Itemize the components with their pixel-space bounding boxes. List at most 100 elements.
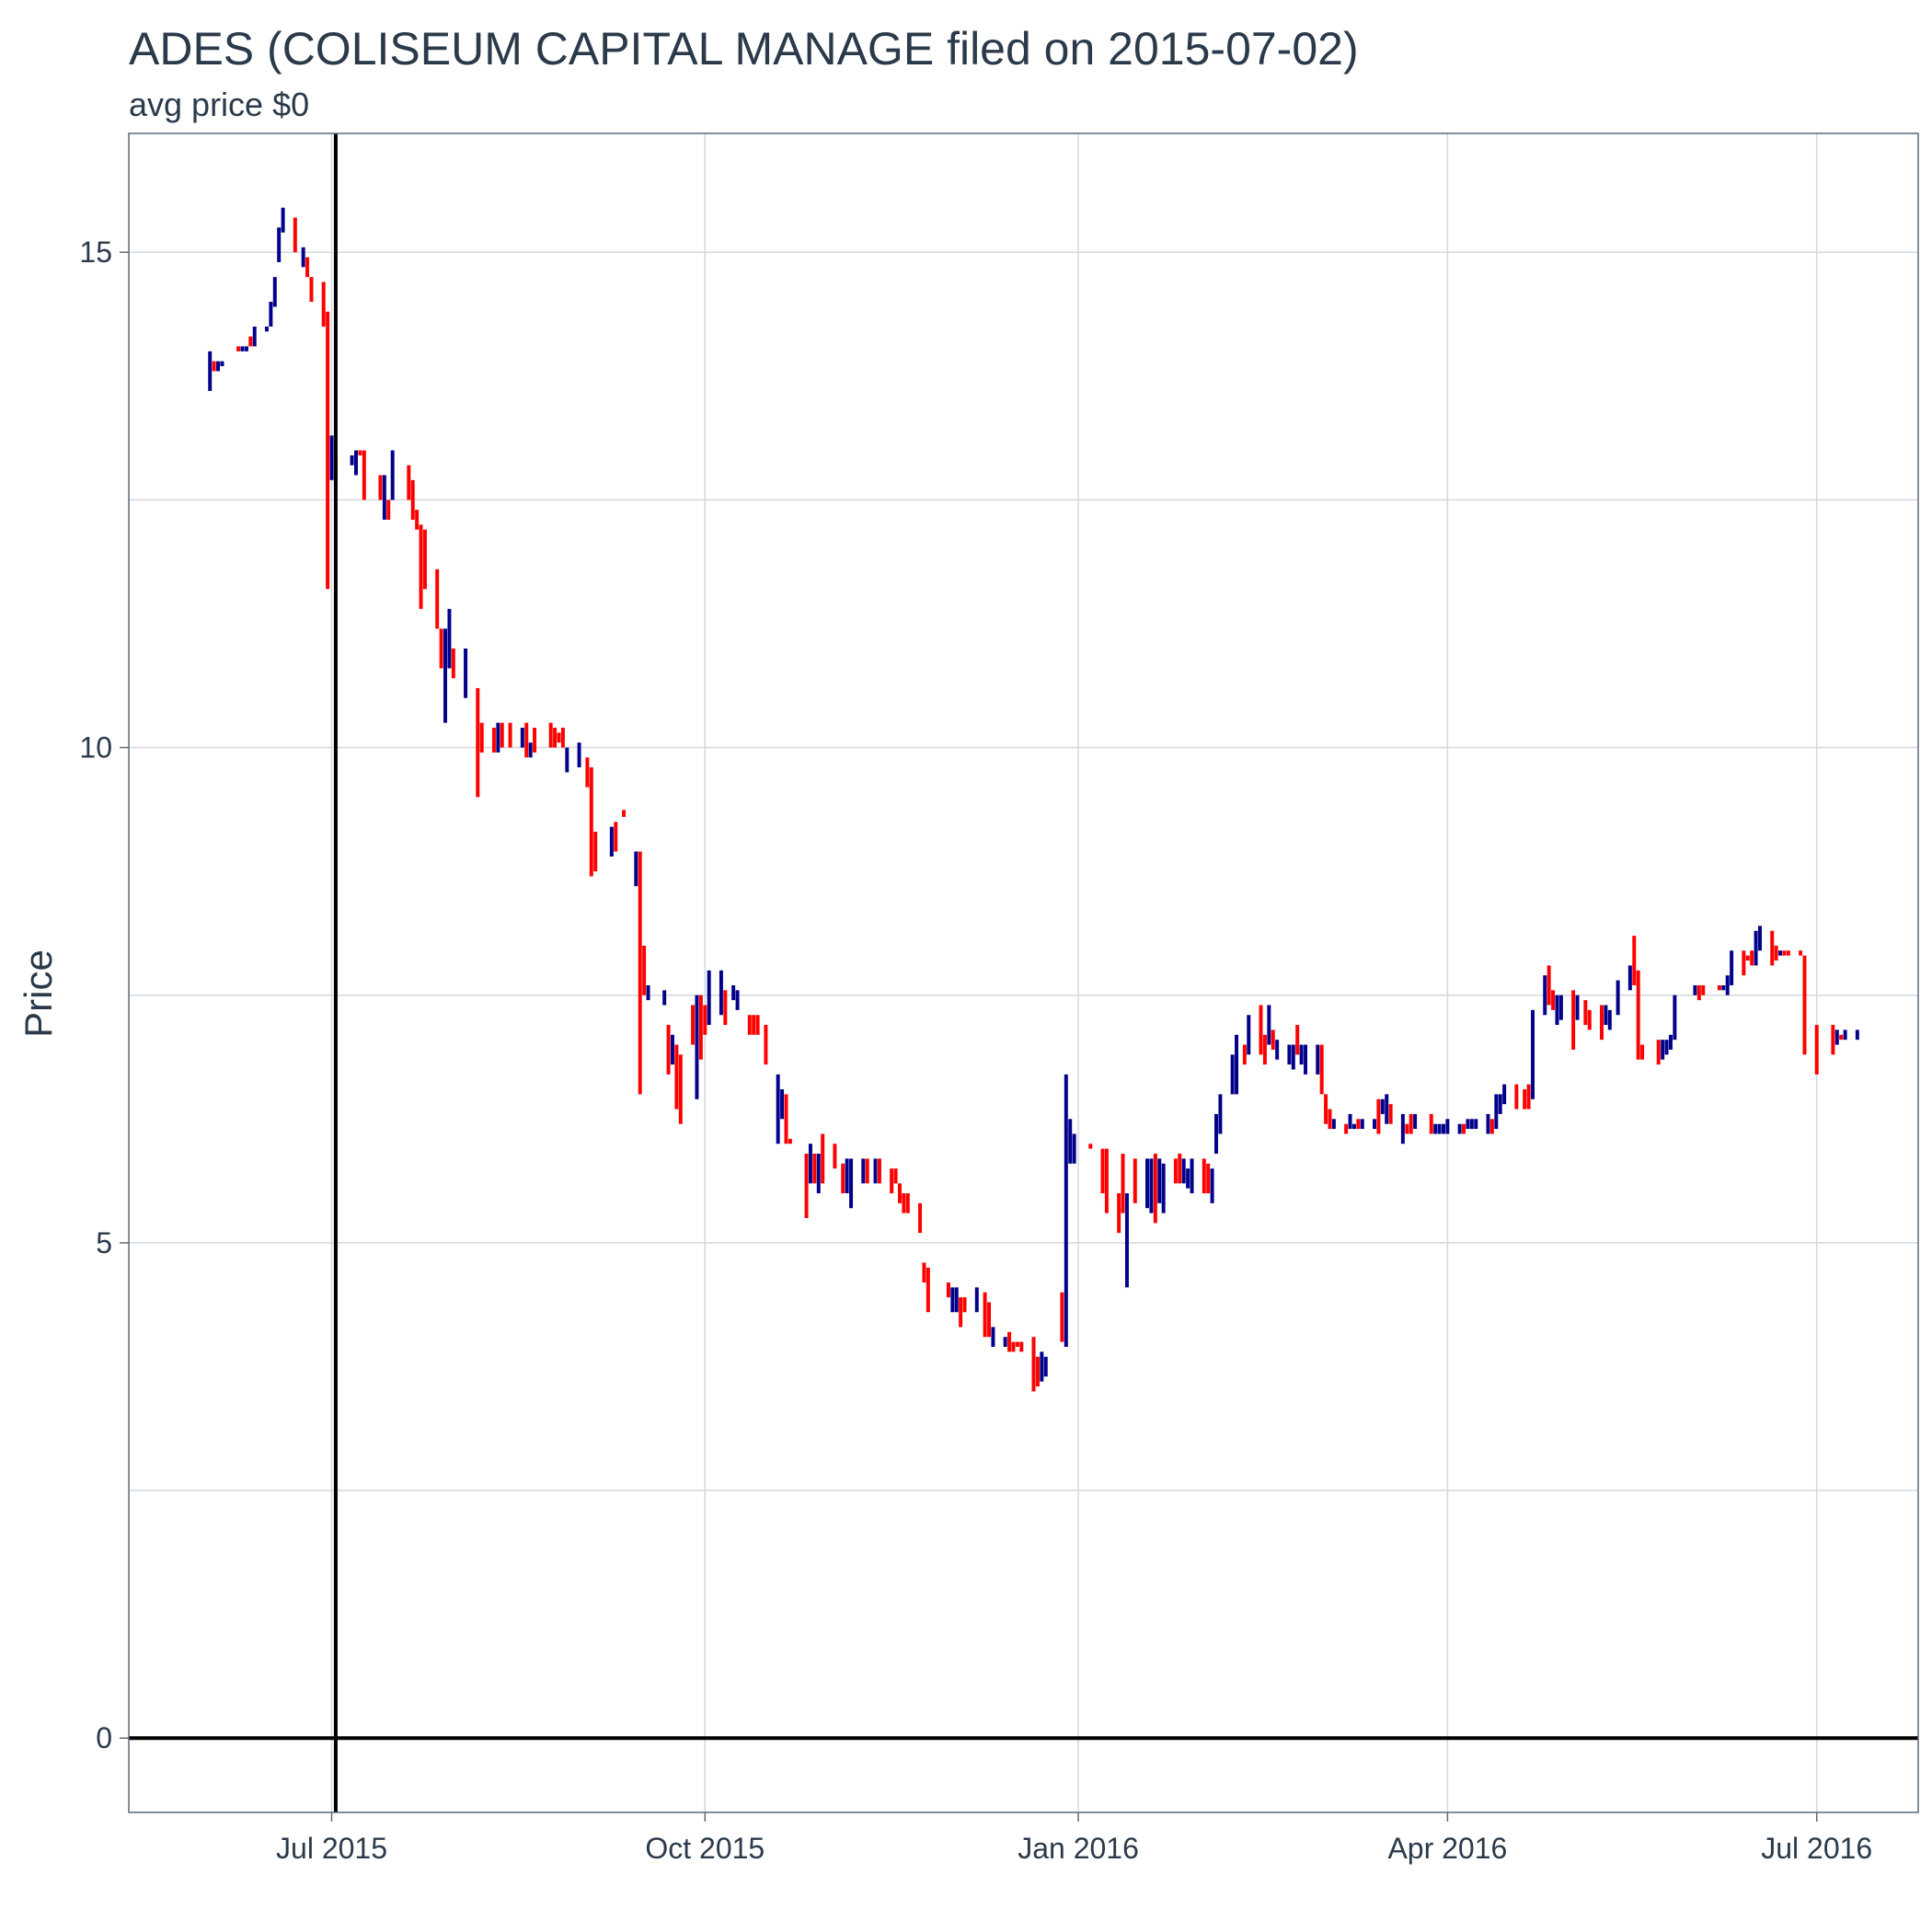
price-bar-down (500, 722, 504, 748)
x-tick-label: Jan 2016 (1018, 1832, 1139, 1865)
price-bar-down (435, 569, 440, 629)
price-bar-up (1543, 975, 1547, 1016)
price-bar-up (1855, 1029, 1859, 1041)
price-bar-up (244, 346, 248, 351)
price-bar-up (1072, 1133, 1076, 1164)
price-bar-down (358, 450, 362, 455)
price-bar-down (1100, 1148, 1105, 1194)
price-bar-up (1498, 1094, 1502, 1114)
price-bar-up (220, 361, 224, 367)
price-bar-down (1104, 1148, 1109, 1213)
price-bar-down (1462, 1123, 1466, 1134)
price-bar-down (1262, 1034, 1267, 1065)
price-bar-down (1701, 984, 1706, 995)
price-bar-down (821, 1133, 825, 1184)
y-tick-label: 5 (96, 1226, 112, 1259)
price-bar-down (1153, 1154, 1157, 1224)
price-bar-up (1616, 980, 1620, 1016)
price-bar-down (1011, 1341, 1016, 1352)
price-bar-down (378, 475, 383, 500)
price-bar-down (666, 1025, 671, 1075)
price-bar-up (281, 207, 285, 233)
price-bar-down (1640, 1044, 1645, 1060)
price-bar-up (565, 747, 569, 773)
y-tick-label: 0 (96, 1721, 112, 1754)
price-bar-down (553, 728, 558, 748)
price-bar-up (719, 970, 723, 1016)
y-axis-ticks: 0 5 10 15 (79, 236, 129, 1754)
price-bar-up (1373, 1119, 1376, 1130)
price-bar-down (918, 1202, 923, 1234)
price-bar-down (326, 311, 330, 590)
price-bar-down (987, 1302, 991, 1338)
price-bar-up (329, 435, 334, 480)
price-bar-down (1802, 955, 1807, 1055)
price-bar-up (520, 728, 524, 748)
price-bar-down (212, 361, 216, 372)
price-bar-up (707, 970, 711, 1026)
y-tick-label: 10 (79, 731, 112, 765)
price-bar-down (905, 1193, 910, 1213)
price-bar-down (1799, 950, 1803, 956)
price-bar-down (1770, 930, 1775, 966)
price-bar-up (1843, 1029, 1847, 1041)
price-bar-up (1673, 995, 1677, 1041)
price-bar-down (865, 1158, 869, 1184)
price-bar-down (560, 728, 565, 748)
price-bar-down (293, 217, 297, 253)
price-bar-down (593, 832, 598, 872)
price-bar-up (301, 247, 305, 268)
price-bar-down (703, 1005, 707, 1035)
price-bar-up (443, 628, 447, 723)
price-bar-up (528, 742, 533, 758)
price-bar-up (1304, 1044, 1308, 1075)
plot-frame (128, 132, 1919, 1813)
price-bar-down (833, 1144, 837, 1169)
price-bar-down (1019, 1341, 1024, 1352)
price-bar-up (1441, 1123, 1445, 1134)
price-bar-up (1385, 1094, 1389, 1124)
price-bar-up (1693, 984, 1697, 995)
y-axis-label: Price (17, 949, 60, 1038)
price-bar-up (496, 722, 500, 753)
price-bar-down (1405, 1123, 1409, 1134)
price-bar-down (321, 282, 326, 327)
price-bar-up (1558, 995, 1563, 1020)
price-bar-up (1299, 1044, 1304, 1065)
price-bar-down (1839, 1034, 1844, 1041)
price-bar-up (1247, 1015, 1251, 1055)
price-bar-down (1121, 1154, 1125, 1213)
price-bar-down (614, 822, 618, 852)
price-bar-down (784, 1094, 788, 1144)
price-bar-down (1015, 1341, 1019, 1347)
price-bar-down (1571, 990, 1576, 1050)
price-bar-up (264, 326, 269, 332)
price-bar-down (1514, 1084, 1519, 1110)
price-bar-up (269, 302, 273, 327)
price-bar-down (1750, 950, 1754, 966)
price-bar-down (946, 1282, 950, 1298)
price-bar-up (1604, 1005, 1608, 1026)
price-bar-up (1275, 1040, 1280, 1060)
price-bar-down (1173, 1158, 1178, 1184)
price-bar-up (1457, 1123, 1462, 1134)
price-bar-down (419, 524, 423, 609)
price-bar-down (1409, 1113, 1413, 1134)
price-bar-up (1834, 1029, 1839, 1045)
price-bar-up (849, 1158, 854, 1209)
price-bar-down (642, 945, 647, 995)
price-bar-up (1157, 1158, 1162, 1203)
reference-lines (129, 133, 1918, 1812)
price-bar-down (926, 1267, 930, 1313)
price-bar-down (508, 722, 512, 748)
price-bar-up (354, 450, 358, 476)
x-axis-ticks: Jul 2015 Oct 2015 Jan 2016 Apr 2016 Jul 2016 (276, 1812, 1872, 1865)
x-tick-label: Apr 2016 (1387, 1832, 1507, 1865)
price-bar-up (735, 990, 740, 1010)
price-bar-down (890, 1168, 894, 1194)
price-bar-up (1575, 995, 1580, 1020)
price-bar-down (362, 450, 366, 500)
price-bar-down (1696, 984, 1701, 1001)
price-bar-down (841, 1163, 845, 1194)
